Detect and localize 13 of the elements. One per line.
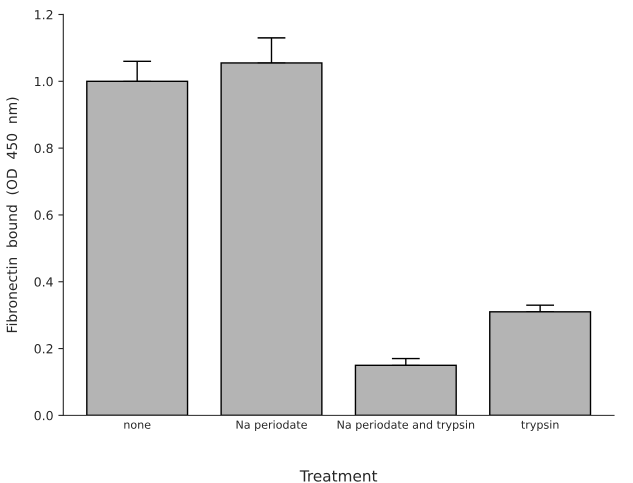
y-tick-label: 0.8 <box>34 144 53 154</box>
y-tick-label: 0.0 <box>34 410 53 420</box>
x-tick-label: trypsin <box>521 420 558 431</box>
y-tick-label: 1.0 <box>35 76 53 86</box>
y-tick-label: 0.4 <box>34 277 53 287</box>
y-tick-label: 0.2 <box>34 344 52 354</box>
y-axis-title: Fibronectin bound (OD 450 nm) <box>6 98 19 332</box>
x-axis-title: Treatment <box>300 470 378 482</box>
y-tick-label: 0.6 <box>34 210 53 220</box>
x-tick-label: none <box>124 422 150 429</box>
x-tick-label: Na periodate <box>236 420 307 431</box>
y-tick-label: 1.2 <box>35 10 52 20</box>
x-tick-label: Na periodate and trypsin <box>338 420 474 431</box>
